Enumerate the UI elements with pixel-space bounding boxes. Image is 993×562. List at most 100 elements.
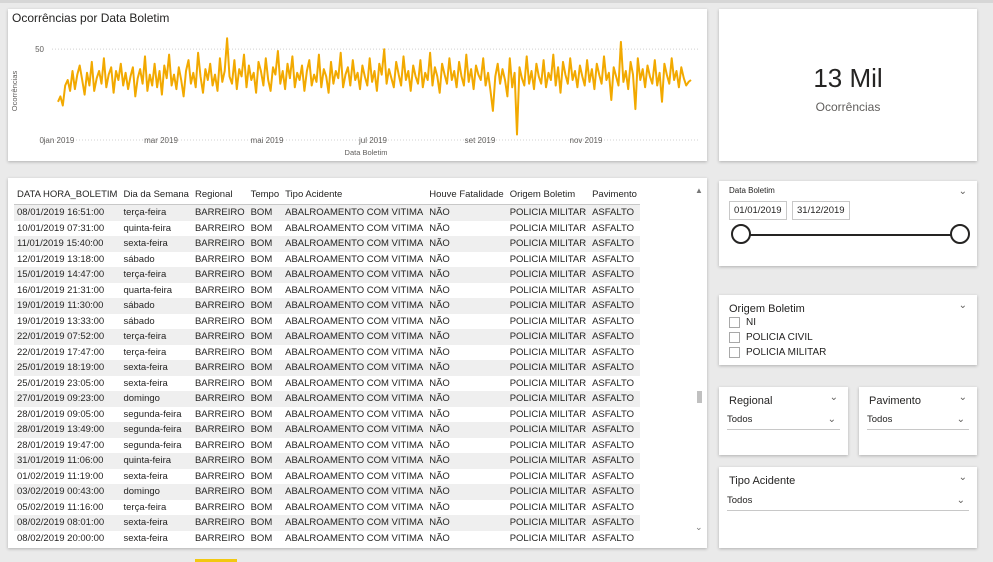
table-cell: 19/01/2019 11:30:00 (14, 298, 121, 314)
table-cell: BOM (250, 346, 273, 358)
scroll-thumb[interactable] (697, 391, 702, 403)
table-cell: ASFALTO (589, 422, 640, 438)
table-cell: terça-feira (120, 329, 192, 345)
table-row[interactable]: 22/01/2019 17:47:00 terça-feira BARREIRO BO… (14, 345, 640, 361)
kpi-card[interactable]: 13 Mil Ocorrências (719, 9, 977, 161)
column-header[interactable]: Dia da Semana (120, 184, 192, 205)
chevron-down-icon[interactable]: ⌄ (958, 300, 967, 311)
table-cell: NÃO (429, 470, 450, 482)
column-header[interactable]: Houve Fatalidade (426, 184, 507, 205)
table-cell: POLICIA MILITAR (506, 236, 590, 252)
table-row[interactable]: 01/02/2019 11:19:00 sexta-feira BARREIRO BO… (14, 469, 640, 485)
table-cell: 27/01/2019 09:23:00 (14, 391, 121, 407)
table-row[interactable]: 16/01/2019 21:31:00 quarta-feira BARREIRO B… (14, 283, 640, 299)
table-cell: BARREIRO (191, 422, 248, 438)
table-row[interactable]: 28/01/2019 13:49:00 segunda-feira BARREIRO… (14, 422, 640, 438)
table-cell: NÃO (426, 267, 507, 283)
table-cell: NÃO (426, 329, 507, 345)
table-cell: ABALROAMENTO COM VITIMA (282, 204, 427, 221)
table-cell: 31/01/2019 11:06:00 (14, 453, 121, 469)
table-cell: BARREIRO (194, 470, 245, 482)
table-row[interactable]: 28/01/2019 19:47:00 segunda-feira BARREIRO… (14, 438, 640, 454)
x-tick-label: jul 2019 (358, 136, 388, 145)
table-cell: BOM (247, 422, 283, 438)
chevron-down-icon[interactable]: ⌄ (956, 414, 965, 425)
table-cell: POLICIA MILITAR (509, 408, 587, 420)
series-line-ocorrencias (57, 37, 692, 136)
table-row[interactable]: 28/01/2019 09:05:00 segunda-feira BARREIRO… (14, 407, 640, 423)
table-cell: BOM (250, 377, 273, 389)
chevron-down-icon[interactable]: ⌄ (958, 392, 967, 403)
table-row[interactable]: 27/01/2019 09:23:00 domingo BARREIRO BOM ABA… (14, 391, 640, 407)
table-cell: NÃO (429, 222, 450, 234)
table-row[interactable]: 08/02/2019 08:01:00 sexta-feira BARREIRO BO… (14, 515, 640, 531)
table-cell: ABALROAMENTO COM VITIMA (282, 391, 427, 407)
date-slicer[interactable]: Data Boletim ⌄ 01/01/2019 31/12/2019 (719, 181, 977, 266)
checkbox-icon[interactable] (729, 317, 740, 328)
table-row[interactable]: 15/01/2019 14:47:00 terça-feira BARREIRO BO… (14, 267, 640, 283)
table-visual[interactable]: DATA HORA_BOLETIM Dia da Semana Regional Te… (8, 178, 707, 548)
table-row[interactable]: 08/02/2019 20:00:00 sexta-feira BARREIRO BO… (14, 531, 640, 547)
table-cell: sexta-feira (123, 377, 168, 389)
pavimento-dropdown[interactable]: Todos ⌄ (867, 411, 969, 430)
chevron-down-icon[interactable]: ⌄ (827, 414, 836, 425)
table-cell: sábado (123, 253, 155, 265)
tipo-acidente-slicer[interactable]: Tipo Acidente ⌄ Todos ⌄ (719, 467, 977, 548)
table-cell: ASFALTO (589, 204, 640, 221)
chevron-down-icon[interactable]: ⌄ (829, 392, 838, 403)
table-cell: sábado (120, 298, 192, 314)
date-range-slider[interactable] (741, 234, 961, 236)
slider-end-handle[interactable] (950, 224, 970, 244)
table-row[interactable]: 03/02/2019 00:43:00 domingo BARREIRO BOM ABA… (14, 484, 640, 500)
table-cell: BARREIRO (191, 391, 248, 407)
table-cell: ABALROAMENTO COM VITIMA (285, 253, 424, 265)
pavimento-slicer[interactable]: Pavimento ⌄ Todos ⌄ (859, 387, 977, 455)
table-row[interactable]: 05/02/2019 11:16:00 terça-feira BARREIRO BO… (14, 500, 640, 516)
checkbox-icon[interactable] (729, 332, 740, 343)
table-row[interactable]: 08/01/2019 16:51:00 terça-feira BARREIRO BO… (14, 204, 640, 221)
table-cell: ASFALTO (589, 298, 640, 314)
origem-boletim-slicer[interactable]: Origem Boletim ⌄ NI POLICIA CIVIL POLICI… (719, 295, 977, 365)
column-header[interactable]: Tipo Acidente (282, 184, 427, 205)
tipo-slicer-title: Tipo Acidente (729, 475, 796, 487)
table-row[interactable]: 25/01/2019 23:05:00 sexta-feira BARREIRO BO… (14, 376, 640, 392)
table-row[interactable]: 19/01/2019 13:33:00 sábado BARREIRO BOM ABAL… (14, 314, 640, 330)
scroll-up-icon[interactable]: ▲ (695, 186, 703, 195)
table-row[interactable]: 11/01/2019 15:40:00 sexta-feira BARREIRO BO… (14, 236, 640, 252)
table-cell: NÃO (429, 284, 450, 296)
line-chart-visual[interactable]: Ocorrências por Data Boletim 0 50 jan 201… (8, 9, 707, 161)
chevron-down-icon[interactable]: ⌄ (956, 495, 965, 506)
origem-slicer-title: Origem Boletim (729, 303, 805, 315)
checkbox-icon[interactable] (729, 347, 740, 358)
table-row[interactable]: 25/01/2019 18:19:00 sexta-feira BARREIRO BO… (14, 360, 640, 376)
vertical-scrollbar[interactable]: ▲ ⌄ (695, 186, 703, 541)
end-date-input[interactable]: 31/12/2019 (792, 201, 850, 220)
chevron-down-icon[interactable]: ⌄ (958, 472, 967, 483)
regional-dropdown[interactable]: Todos ⌄ (727, 411, 840, 430)
table-row[interactable]: 19/01/2019 11:30:00 sábado BARREIRO BOM ABAL… (14, 298, 640, 314)
column-header[interactable]: Regional (191, 184, 248, 205)
origem-option-policia-militar[interactable]: POLICIA MILITAR (729, 347, 826, 358)
kpi-value: 13 Mil (813, 63, 883, 93)
table-cell: POLICIA MILITAR (506, 267, 590, 283)
table-row[interactable]: 10/01/2019 07:31:00 quinta-feira BARREIRO B… (14, 221, 640, 237)
regional-slicer[interactable]: Regional ⌄ Todos ⌄ (719, 387, 848, 455)
slider-start-handle[interactable] (731, 224, 751, 244)
tipo-acidente-dropdown[interactable]: Todos ⌄ (727, 492, 969, 511)
table-row[interactable]: 31/01/2019 11:06:00 quinta-feira BARREIRO B… (14, 453, 640, 469)
column-header[interactable]: Tempo (247, 184, 283, 205)
origem-option-policia-civil[interactable]: POLICIA CIVIL (729, 332, 813, 343)
table-cell: 28/01/2019 19:47:00 (17, 439, 105, 451)
table-cell: segunda-feira (123, 439, 182, 451)
chevron-down-icon[interactable]: ⌄ (958, 186, 967, 197)
column-header[interactable]: Origem Boletim (506, 184, 590, 205)
column-header[interactable]: Pavimento (589, 184, 640, 205)
table-row[interactable]: 22/01/2019 07:52:00 terça-feira BARREIRO BO… (14, 329, 640, 345)
table-cell: POLICIA MILITAR (506, 360, 590, 376)
start-date-input[interactable]: 01/01/2019 (729, 201, 787, 220)
origem-option-ni[interactable]: NI (729, 317, 756, 328)
table-cell: POLICIA MILITAR (506, 329, 590, 345)
table-row[interactable]: 12/01/2019 13:18:00 sábado BARREIRO BOM ABAL… (14, 252, 640, 268)
column-header[interactable]: DATA HORA_BOLETIM (14, 184, 121, 205)
scroll-down-icon[interactable]: ⌄ (695, 522, 703, 532)
